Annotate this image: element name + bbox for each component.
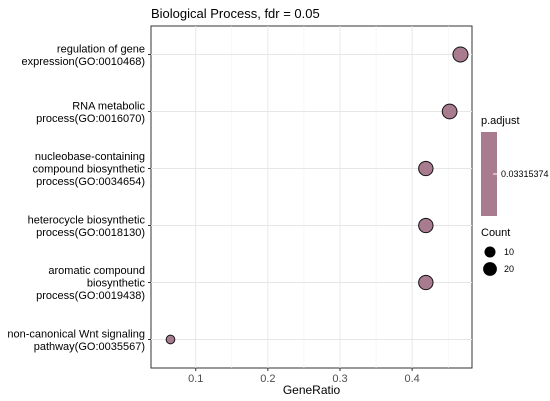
category-label: RNA metabolic	[72, 100, 145, 112]
x-tick-label: 0.4	[404, 373, 419, 385]
x-tick-label: 0.3	[332, 373, 347, 385]
data-points	[165, 46, 469, 345]
category-label: process(GO:0034654)	[36, 176, 145, 188]
x-axis-title: GeneRatio	[283, 383, 341, 397]
category-label: nucleobase-containing	[35, 151, 145, 163]
category-labels: regulation of geneexpression(GO:0010468)…	[7, 43, 151, 353]
size-legend-title: Count	[481, 227, 510, 239]
category-label: process(GO:0018130)	[36, 227, 145, 239]
category-label: process(GO:0019438)	[36, 290, 145, 302]
x-axis: 0.1 0.2 0.3 0.4	[188, 368, 420, 385]
color-legend: p.adjust 0.03315374	[481, 115, 549, 216]
category-label: expression(GO:0010468)	[21, 56, 145, 68]
color-legend-bar	[481, 132, 497, 216]
size-legend-key	[483, 262, 497, 276]
chart-title: Biological Process, fdr = 0.05	[151, 6, 320, 21]
plot-panel	[150, 25, 473, 369]
size-legend-label: 10	[504, 247, 514, 257]
category-label: heterocycle biosynthetic	[28, 214, 146, 226]
size-legend: Count 10 20	[481, 227, 514, 276]
color-legend-title: p.adjust	[481, 115, 520, 127]
data-point	[452, 46, 469, 63]
category-label: aromatic compound	[48, 265, 145, 277]
x-tick-label: 0.2	[260, 373, 275, 385]
category-label: regulation of gene	[57, 43, 145, 55]
category-label: process(GO:0016070)	[36, 113, 145, 125]
data-point	[418, 160, 434, 177]
category-label: pathway(GO:0035567)	[34, 341, 145, 353]
data-point	[165, 334, 176, 345]
category-label: biosynthetic	[87, 278, 146, 290]
size-legend-label: 20	[504, 264, 514, 274]
data-point	[441, 103, 458, 120]
size-legend-key	[484, 246, 496, 258]
color-legend-label: 0.03315374	[501, 169, 549, 179]
category-label: compound biosynthetic	[32, 164, 145, 176]
category-label: non-canonical Wnt signaling	[7, 328, 145, 340]
data-point	[418, 274, 434, 291]
data-point	[418, 217, 434, 234]
x-tick-label: 0.1	[188, 373, 203, 385]
